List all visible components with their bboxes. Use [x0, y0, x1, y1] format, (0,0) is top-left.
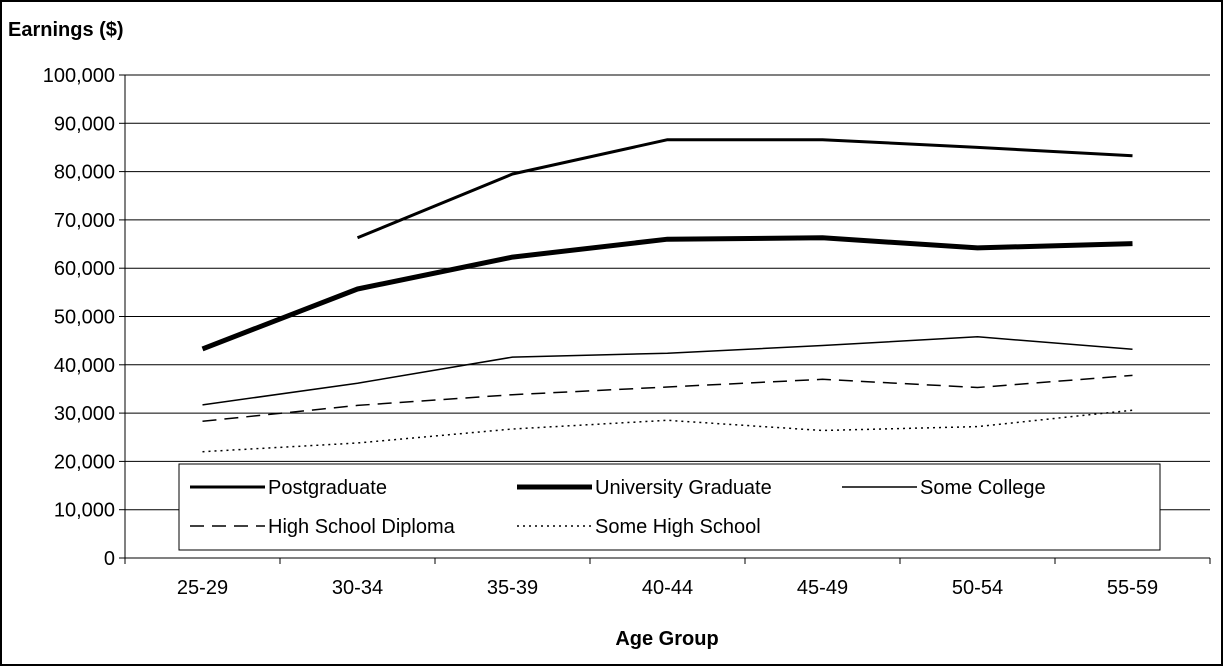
x-tick-label: 30-34 — [332, 577, 383, 599]
y-tick-label: 70,000 — [54, 210, 115, 232]
legend-label: University Graduate — [595, 477, 772, 499]
legend-label: High School Diploma — [268, 516, 456, 538]
x-tick-label: 35-39 — [487, 577, 538, 599]
legend-label: Some College — [920, 477, 1046, 499]
y-tick-label: 30,000 — [54, 403, 115, 425]
y-tick-label: 100,000 — [43, 65, 115, 87]
series-line-postgraduate — [356, 138, 1133, 240]
x-tick-label: 45-49 — [797, 577, 848, 599]
legend-label: Some High School — [595, 516, 761, 538]
x-tick-label: 25-29 — [177, 577, 228, 599]
legend: Postgraduate University Graduate Some Coll… — [178, 463, 1161, 551]
y-axis-title: Earnings ($) — [8, 19, 124, 41]
y-tick-labels: 0 10,000 20,000 30,000 40,000 50,000 60,000 70,… — [43, 65, 115, 570]
legend-label: Postgraduate — [268, 477, 387, 499]
axes — [124, 75, 1211, 564]
x-tick-label: 40-44 — [642, 577, 693, 599]
series-lines — [201, 138, 1133, 453]
series-line-high-school-diploma — [202, 374, 1133, 423]
series-line-university-graduate — [201, 235, 1133, 352]
y-tick-label: 60,000 — [54, 258, 115, 280]
x-tick-labels: 25-29 30-34 35-39 40-44 45-49 50-54 55-59 — [177, 577, 1158, 599]
legend-box — [178, 463, 1161, 551]
x-tick-label: 50-54 — [952, 577, 1003, 599]
series-line-some-college — [202, 336, 1133, 406]
y-tick-label: 80,000 — [54, 162, 115, 184]
y-tick-label: 20,000 — [54, 451, 115, 473]
x-axis-title: Age Group — [615, 628, 718, 650]
y-tick-label: 50,000 — [54, 307, 115, 329]
y-tick-label: 0 — [104, 548, 115, 570]
x-tick-label: 55-59 — [1107, 577, 1158, 599]
y-tick-label: 90,000 — [54, 113, 115, 135]
y-tick-label: 40,000 — [54, 355, 115, 377]
y-tick-label: 10,000 — [54, 500, 115, 522]
